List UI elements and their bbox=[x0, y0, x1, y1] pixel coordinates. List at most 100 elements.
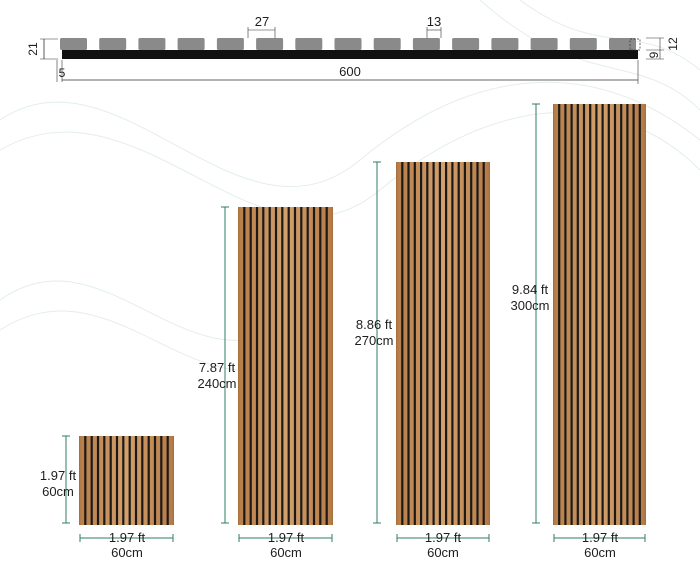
panel-gap bbox=[115, 436, 119, 525]
panel-gap bbox=[325, 207, 328, 525]
panel-gap bbox=[401, 162, 404, 525]
panel-gap bbox=[141, 436, 144, 525]
panel-gap bbox=[103, 436, 106, 525]
panel-gap bbox=[287, 207, 290, 525]
panel-height-cm: 60cm bbox=[42, 484, 74, 499]
panel-gap bbox=[432, 162, 435, 525]
profile-slat bbox=[334, 38, 362, 50]
panel-gap bbox=[312, 207, 316, 525]
panel-wood bbox=[79, 436, 174, 525]
panel-wood bbox=[396, 162, 490, 525]
panel-gap bbox=[249, 207, 252, 525]
panel-gap bbox=[470, 162, 473, 525]
panel-gap bbox=[582, 104, 586, 525]
panel-gap bbox=[407, 162, 410, 525]
profile-slat bbox=[491, 38, 519, 50]
dim-backing-thickness: 9 bbox=[647, 51, 661, 58]
panel-width-cm: 60cm bbox=[111, 545, 143, 560]
panel-gap bbox=[413, 162, 416, 525]
panel-gap bbox=[420, 162, 423, 525]
profile-backing bbox=[62, 50, 638, 59]
profile-slat bbox=[177, 38, 205, 50]
panel-gap bbox=[96, 436, 100, 525]
panel-height-ft: 9.84 ft bbox=[512, 282, 549, 297]
panel-height-ft: 7.87 ft bbox=[199, 360, 236, 375]
profile-slat bbox=[530, 38, 558, 50]
panel-width-ft: 1.97 ft bbox=[582, 530, 619, 545]
profile-slats bbox=[60, 38, 636, 50]
panel-width-ft: 1.97 ft bbox=[425, 530, 462, 545]
panel-270cm: 8.86 ft 270cm 1.97 ft 60cm bbox=[354, 161, 490, 560]
panel-edge bbox=[396, 162, 398, 525]
panel-gap bbox=[122, 436, 125, 525]
profile-slat bbox=[60, 38, 87, 50]
profile-slat bbox=[99, 38, 127, 50]
profile-slat bbox=[373, 38, 401, 50]
panel-gap bbox=[128, 436, 131, 525]
panel-edge bbox=[79, 436, 81, 525]
profile-slat bbox=[452, 38, 480, 50]
panel-edge bbox=[553, 104, 555, 525]
profile-slat bbox=[138, 38, 166, 50]
panel-gap bbox=[268, 207, 271, 525]
panel-edge bbox=[172, 436, 174, 525]
panel-gap bbox=[160, 436, 163, 525]
panel-height-ft: 8.86 ft bbox=[356, 317, 393, 332]
panel-gap bbox=[134, 436, 138, 525]
profile-slat bbox=[256, 38, 284, 50]
dim-edge-offset: 5 bbox=[59, 66, 66, 80]
panel-gap bbox=[300, 207, 303, 525]
panel-gap bbox=[262, 207, 265, 525]
panel-gap bbox=[589, 104, 592, 525]
panel-gap bbox=[638, 104, 641, 525]
profile-slat bbox=[295, 38, 323, 50]
panel-gap bbox=[564, 104, 567, 525]
panel-gap bbox=[482, 162, 485, 525]
panel-gap bbox=[463, 162, 466, 525]
panel-gap bbox=[243, 207, 246, 525]
profile-section: 21 5 600 27 13 12 9 bbox=[26, 14, 680, 84]
panel-gap bbox=[166, 436, 169, 525]
panel-gap bbox=[613, 104, 617, 525]
panel-gap bbox=[147, 436, 150, 525]
panels: 1.97 ft 60cm 1.97 ft 60cm 7.87 ft 240cm … bbox=[40, 103, 646, 560]
panel-240cm: 7.87 ft 240cm 1.97 ft 60cm bbox=[197, 206, 333, 560]
panel-height-cm: 240cm bbox=[197, 376, 236, 391]
panel-gap bbox=[457, 162, 460, 525]
panel-height-ft: 1.97 ft bbox=[40, 468, 77, 483]
profile-slat bbox=[216, 38, 244, 50]
panel-width-ft: 1.97 ft bbox=[268, 530, 305, 545]
panel-gap bbox=[426, 162, 429, 525]
dim-slat-width: 27 bbox=[255, 14, 269, 29]
panel-gap bbox=[626, 104, 629, 525]
panel-gap bbox=[595, 104, 598, 525]
panel-gap bbox=[476, 162, 479, 525]
panel-gap bbox=[632, 104, 635, 525]
panel-width-cm: 60cm bbox=[270, 545, 302, 560]
panel-gap bbox=[319, 207, 322, 525]
panel-gap bbox=[445, 162, 448, 525]
panel-height-cm: 300cm bbox=[510, 298, 549, 313]
panel-height-cm: 270cm bbox=[354, 333, 393, 348]
profile-slat bbox=[569, 38, 597, 50]
panel-gap bbox=[109, 436, 112, 525]
panel-gap bbox=[451, 162, 454, 525]
panel-gap bbox=[438, 162, 441, 525]
panel-gap bbox=[558, 104, 561, 525]
panel-gap bbox=[255, 207, 259, 525]
panel-gap bbox=[601, 104, 604, 525]
panel-gap bbox=[293, 207, 297, 525]
dim-total-width: 600 bbox=[339, 64, 361, 79]
panel-gap bbox=[576, 104, 579, 525]
profile-slat bbox=[412, 38, 440, 50]
panel-gap bbox=[84, 436, 87, 525]
dim-slat-depth: 12 bbox=[666, 37, 680, 51]
panel-gap bbox=[570, 104, 573, 525]
panel-wood bbox=[238, 207, 333, 525]
panel-width-ft: 1.97 ft bbox=[109, 530, 146, 545]
dim-height-total: 21 bbox=[26, 42, 40, 56]
panel-edge bbox=[488, 162, 490, 525]
panel-300cm: 9.84 ft 300cm 1.97 ft 60cm bbox=[510, 103, 646, 560]
panel-edge bbox=[644, 104, 646, 525]
